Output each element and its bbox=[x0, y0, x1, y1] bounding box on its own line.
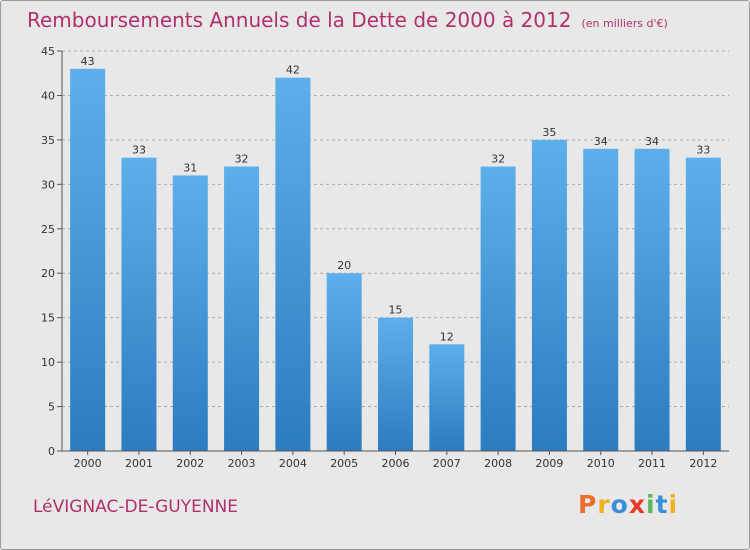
bar-2007 bbox=[429, 344, 465, 451]
logo-letter: t bbox=[655, 490, 669, 519]
y-tick-label: 35 bbox=[41, 134, 55, 147]
value-label-2000: 43 bbox=[81, 55, 95, 68]
y-tick-label: 30 bbox=[41, 178, 55, 191]
bar-2002 bbox=[172, 175, 208, 451]
bar-2012 bbox=[685, 157, 721, 451]
bar-2004 bbox=[275, 77, 311, 452]
x-tick-label-2007: 2007 bbox=[433, 457, 461, 470]
title-text: Remboursements Annuels de la Dette de 20… bbox=[27, 8, 572, 32]
x-tick-label-2004: 2004 bbox=[279, 457, 307, 470]
y-tick-label: 5 bbox=[48, 401, 55, 414]
y-tick-label: 10 bbox=[41, 356, 55, 369]
x-tick-label-2012: 2012 bbox=[689, 457, 717, 470]
y-tick-label: 0 bbox=[48, 445, 55, 458]
x-tick-label-2003: 2003 bbox=[228, 457, 256, 470]
y-tick-label: 20 bbox=[41, 267, 55, 280]
x-tick-label-2001: 2001 bbox=[125, 457, 153, 470]
value-label-2011: 34 bbox=[645, 135, 659, 148]
proxiti-logo: Proxiti bbox=[578, 490, 678, 519]
bar-2003 bbox=[224, 166, 260, 452]
x-tick-label-2009: 2009 bbox=[535, 457, 563, 470]
bar-2005 bbox=[326, 273, 362, 451]
y-tick-label: 15 bbox=[41, 312, 55, 325]
chart-title: Remboursements Annuels de la Dette de 20… bbox=[27, 8, 668, 32]
bar-2008 bbox=[480, 166, 516, 452]
y-tick-label: 25 bbox=[41, 223, 55, 236]
bar-2009 bbox=[531, 139, 567, 451]
x-tick-label-2010: 2010 bbox=[587, 457, 615, 470]
value-label-2007: 12 bbox=[440, 330, 454, 343]
value-label-2012: 33 bbox=[696, 144, 710, 157]
value-label-2006: 15 bbox=[389, 304, 403, 317]
logo-letter: r bbox=[597, 490, 611, 519]
x-tick-label-2000: 2000 bbox=[74, 457, 102, 470]
x-tick-label-2002: 2002 bbox=[176, 457, 204, 470]
x-tick-label-2006: 2006 bbox=[382, 457, 410, 470]
value-label-2008: 32 bbox=[491, 153, 505, 166]
bar-2006 bbox=[378, 317, 413, 451]
value-label-2009: 35 bbox=[542, 126, 556, 139]
value-label-2010: 34 bbox=[594, 135, 608, 148]
value-label-2001: 33 bbox=[132, 144, 146, 157]
value-label-2002: 31 bbox=[183, 161, 197, 174]
value-label-2003: 32 bbox=[235, 153, 249, 166]
logo-letter: i bbox=[668, 490, 679, 519]
commune-name: LéVIGNAC-DE-GUYENNE bbox=[33, 497, 239, 517]
value-label-2004: 42 bbox=[286, 64, 300, 77]
logo-letter: o bbox=[610, 490, 629, 519]
x-tick-label-2011: 2011 bbox=[638, 457, 666, 470]
bar-2000 bbox=[70, 68, 106, 452]
x-tick-label-2005: 2005 bbox=[330, 457, 358, 470]
logo-letter: i bbox=[646, 490, 656, 519]
value-label-2005: 20 bbox=[337, 259, 351, 272]
bar-2011 bbox=[634, 148, 670, 451]
logo-letter: x bbox=[628, 490, 646, 519]
y-tick-label: 45 bbox=[41, 45, 55, 58]
bar-2010 bbox=[583, 148, 619, 451]
x-tick-label-2008: 2008 bbox=[484, 457, 512, 470]
y-tick-label: 40 bbox=[41, 89, 55, 102]
unit-label: (en milliers d'€) bbox=[581, 17, 668, 30]
bar-2001 bbox=[121, 157, 157, 451]
logo-letter: P bbox=[578, 490, 598, 519]
